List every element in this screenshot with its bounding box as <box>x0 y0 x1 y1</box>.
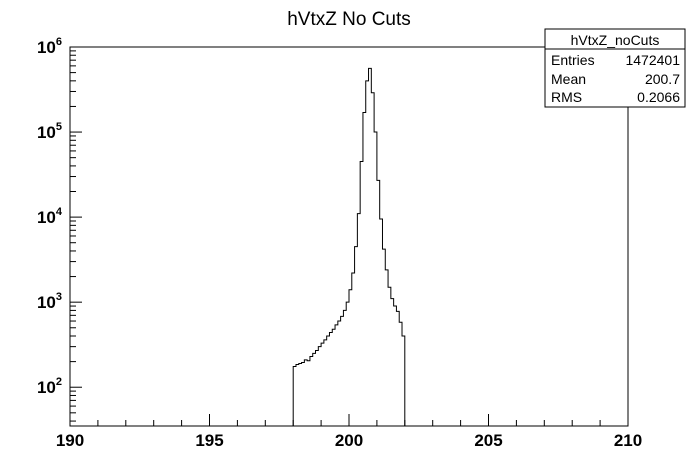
histogram-bin <box>310 356 313 426</box>
x-tick-label: 190 <box>56 431 84 450</box>
histogram-bin <box>371 93 374 426</box>
histogram-bin <box>335 325 338 426</box>
histogram-bin <box>341 316 344 426</box>
histogram-bin <box>380 219 383 426</box>
histogram-bin <box>302 363 305 426</box>
stats-value-entries: 1472401 <box>625 52 680 68</box>
histogram-bin <box>385 270 388 426</box>
histogram-bin <box>369 68 372 426</box>
histogram-bin <box>343 310 346 426</box>
histogram-outline <box>292 67 406 426</box>
histogram-bin <box>394 306 397 426</box>
x-tick-label: 200 <box>335 431 363 450</box>
histogram-bin <box>338 321 341 426</box>
plot-frame <box>69 46 629 427</box>
histogram-bin <box>318 347 321 426</box>
histogram-bin <box>346 302 349 426</box>
histogram-bin <box>307 361 310 426</box>
histogram-bin <box>366 81 369 426</box>
chart-title: hVtxZ No Cuts <box>287 9 411 30</box>
y-tick-label: 103 <box>37 291 62 312</box>
y-axis: 102 103 104 105 106 <box>37 36 82 422</box>
histogram-bin <box>396 311 399 426</box>
x-tick-label: 205 <box>474 431 502 450</box>
histogram-bin <box>296 364 299 426</box>
stats-label-rms: RMS <box>551 89 582 105</box>
histogram-bin <box>391 299 394 426</box>
histogram-bin <box>321 343 324 426</box>
histogram-bin <box>332 329 335 426</box>
stats-box-title: hVtxZ_noCuts <box>571 32 660 48</box>
histogram-bin <box>316 351 319 426</box>
histogram-bin <box>304 360 307 426</box>
histogram-bin <box>313 353 316 426</box>
histogram-bin <box>327 336 330 426</box>
histogram-bin <box>382 249 385 426</box>
histogram-bin <box>349 290 352 426</box>
y-tick-label: 102 <box>37 376 62 397</box>
x-tick-label: 195 <box>195 431 223 450</box>
stats-label-mean: Mean <box>551 71 586 87</box>
x-tick-label: 210 <box>614 431 642 450</box>
histogram-bins <box>293 68 405 426</box>
histogram-bin <box>299 364 302 426</box>
histogram-bin <box>352 273 355 426</box>
histogram-bin <box>324 340 327 426</box>
x-axis: 190 195 200 205 210 <box>56 414 642 450</box>
stats-value-rms: 0.2066 <box>637 89 680 105</box>
y-tick-label: 104 <box>37 206 63 227</box>
y-tick-label: 106 <box>37 36 62 57</box>
stats-box: hVtxZ_noCuts Entries 1472401 Mean 200.7 … <box>544 28 686 108</box>
histogram-bin <box>399 322 402 426</box>
y-tick-label: 105 <box>37 121 62 142</box>
histogram-bin <box>388 287 391 426</box>
histogram-bin <box>329 332 332 426</box>
stats-value-mean: 200.7 <box>645 71 680 87</box>
stats-label-entries: Entries <box>551 52 595 68</box>
